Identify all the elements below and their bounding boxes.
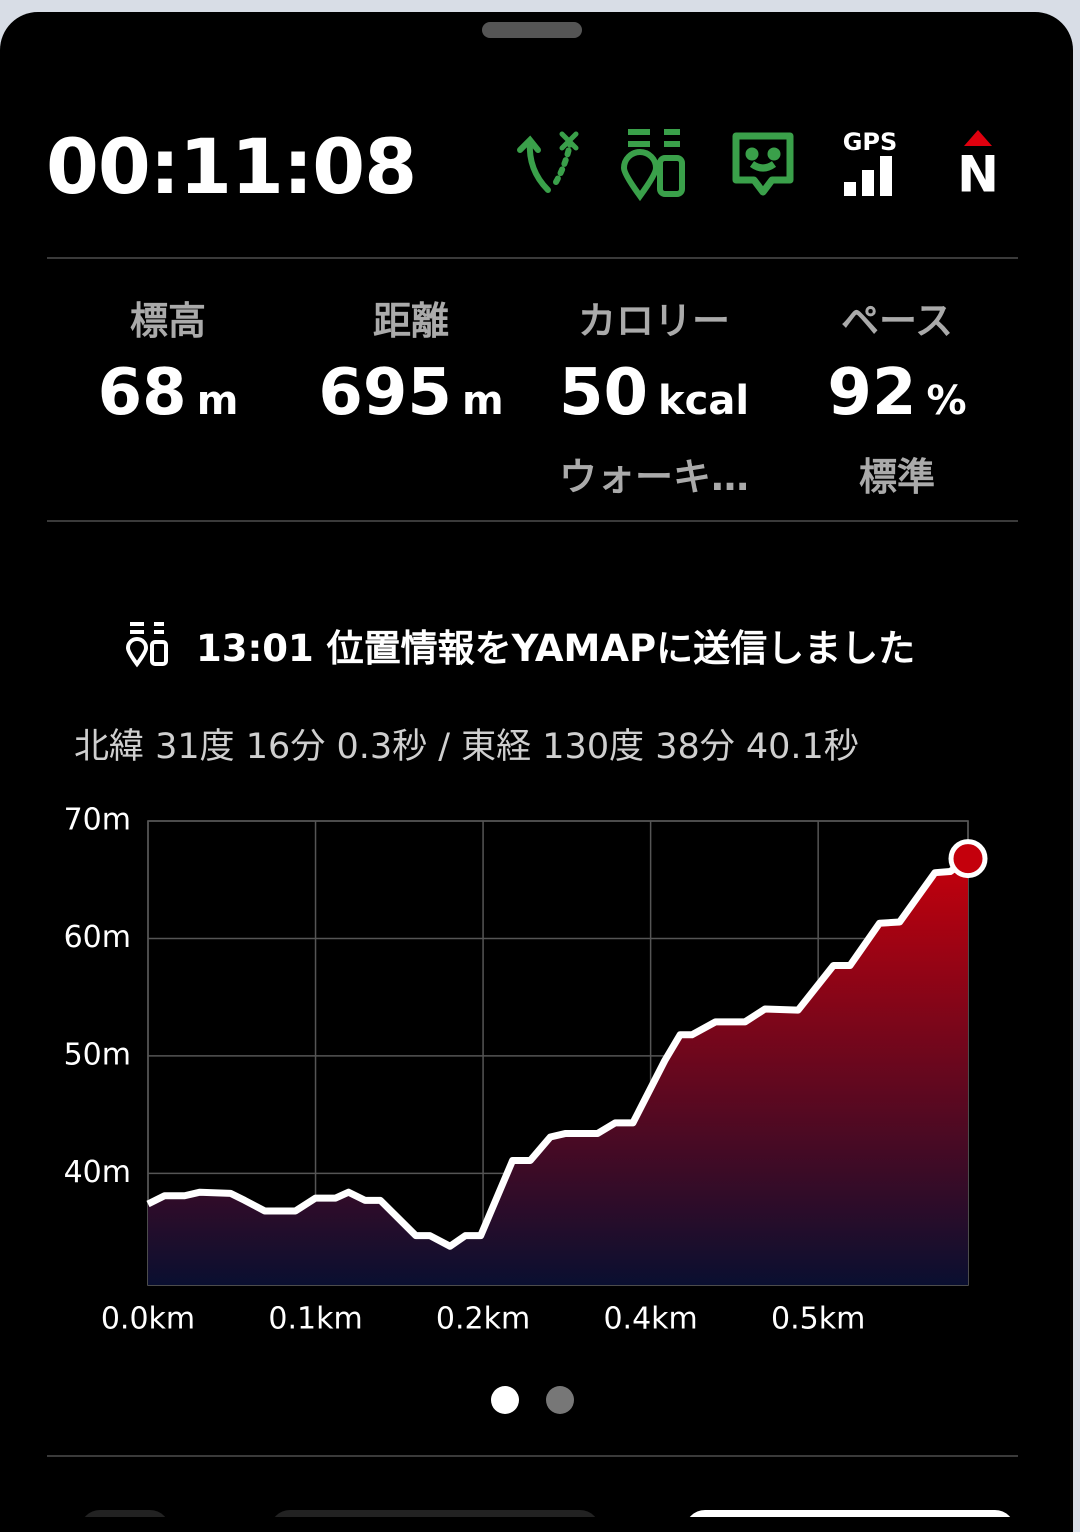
stat-value: 695 m bbox=[291, 356, 531, 430]
stat-label: ペース bbox=[840, 299, 954, 343]
stat-label: 距離 bbox=[372, 299, 449, 343]
elevation-chart: 40m 50m 60m 70m 0.0km 0.1km 0.2km 0.4km 0.5km bbox=[64, 803, 988, 1337]
compass-icon[interactable]: N bbox=[957, 130, 999, 204]
stat-value: 68 m bbox=[48, 356, 288, 430]
divider bbox=[47, 257, 1018, 259]
page-dot[interactable] bbox=[491, 1386, 519, 1414]
gps-label: GPS bbox=[843, 128, 898, 156]
pager bbox=[491, 1386, 574, 1414]
stat-sub: 標準 bbox=[858, 455, 935, 499]
button[interactable] bbox=[685, 1510, 1015, 1517]
page-dot[interactable] bbox=[546, 1386, 574, 1414]
divider bbox=[47, 1455, 1018, 1457]
gps-status-icon[interactable]: GPS bbox=[843, 128, 898, 196]
y-tick-label: 40m bbox=[64, 1155, 131, 1190]
notice: 13:01 位置情報をYAMAPに送信しました bbox=[196, 627, 916, 670]
compass-label: N bbox=[957, 146, 999, 204]
area bbox=[148, 858, 968, 1285]
coordinates: 北緯 31度 16分 0.3秒 / 東経 130度 38分 40.1秒 bbox=[74, 727, 859, 767]
stat-unit: % bbox=[926, 378, 967, 424]
stat-label: 標高 bbox=[129, 299, 206, 343]
current-point bbox=[948, 839, 988, 879]
elapsed-timer: 00:11:08 bbox=[46, 122, 417, 211]
button[interactable] bbox=[270, 1510, 600, 1517]
stat-unit: kcal bbox=[658, 378, 750, 424]
stat-sub: ウォーキ… bbox=[558, 455, 749, 499]
stat-number: 68 bbox=[97, 356, 187, 430]
stat-number: 50 bbox=[558, 356, 649, 430]
message-icon[interactable] bbox=[732, 132, 794, 196]
line bbox=[146, 855, 971, 1250]
stat-unit: m bbox=[196, 378, 239, 424]
stat-value: 92% bbox=[777, 356, 1017, 430]
route-icon[interactable] bbox=[517, 131, 579, 193]
x-tick-label: 0.4km bbox=[603, 1302, 697, 1337]
stat-value: 50 kcal bbox=[534, 356, 774, 430]
x-tick-label: 0.1km bbox=[268, 1302, 362, 1337]
y-tick-label: 60m bbox=[64, 920, 131, 955]
x-tick-label: 0.0km bbox=[101, 1302, 195, 1337]
stat-label: カロリー bbox=[577, 299, 730, 343]
send-location-icon[interactable] bbox=[620, 129, 685, 202]
stat-number: 695 bbox=[318, 356, 452, 430]
stat-number: 92 bbox=[827, 356, 917, 430]
bottom-buttons bbox=[80, 1510, 1015, 1517]
y-tick-label: 70m bbox=[64, 803, 131, 838]
send-icon bbox=[126, 622, 168, 668]
y-tick-label: 50m bbox=[64, 1037, 131, 1072]
stat-unit: m bbox=[461, 378, 504, 424]
x-tick-label: 0.5km bbox=[771, 1302, 865, 1337]
drag-handle[interactable] bbox=[482, 22, 582, 38]
x-tick-label: 0.2km bbox=[436, 1302, 530, 1337]
divider bbox=[47, 520, 1018, 522]
button[interactable] bbox=[80, 1510, 170, 1517]
toolbar-icons: GPS N bbox=[517, 128, 999, 204]
